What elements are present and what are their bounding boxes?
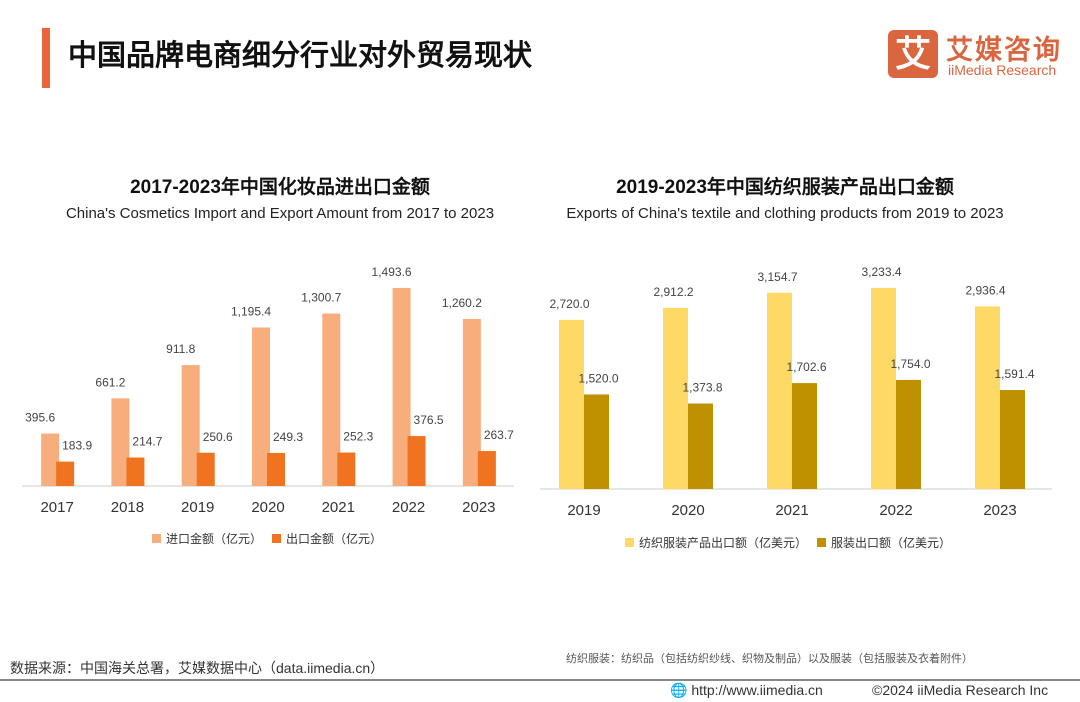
- website-link[interactable]: 🌐 http://www.iimedia.cn: [670, 682, 823, 699]
- data-label: 1,702.6: [786, 360, 826, 374]
- data-label: 1,493.6: [372, 265, 412, 279]
- data-label: 263.7: [484, 428, 514, 442]
- logo-text-en: iiMedia Research: [948, 62, 1057, 78]
- x-tick-label: 2019: [181, 499, 214, 516]
- bar-s2: [896, 379, 921, 489]
- copyright: ©2024 iiMedia Research Inc: [872, 682, 1049, 698]
- data-label: 1,591.4: [994, 367, 1034, 381]
- legend-swatch: [625, 538, 634, 547]
- data-label: 911.8: [166, 342, 195, 356]
- bar-s2: [688, 403, 713, 489]
- data-label: 2,912.2: [653, 285, 693, 299]
- x-tick-label: 2018: [111, 499, 144, 516]
- data-label: 214.7: [132, 435, 162, 449]
- data-label: 3,233.4: [861, 265, 901, 279]
- data-label: 395.6: [25, 411, 55, 425]
- legend-swatch: [152, 534, 161, 543]
- x-tick-label: 2022: [392, 499, 425, 516]
- data-label: 1,260.2: [442, 296, 482, 310]
- title-accent-bar: [42, 28, 50, 88]
- website-url: http://www.iimedia.cn: [691, 682, 823, 698]
- data-label: 252.3: [343, 430, 373, 444]
- data-label: 1,195.4: [231, 304, 271, 318]
- bar-s2: [584, 394, 609, 489]
- data-label: 661.2: [95, 375, 125, 389]
- bar-s2: [196, 452, 215, 486]
- chart2-title: 2019-2023年中国纺织服装产品出口金额: [616, 177, 954, 198]
- bar-s2: [477, 451, 496, 486]
- chart1-subtitle: China's Cosmetics Import and Export Amou…: [65, 205, 495, 222]
- x-tick-label: 2021: [775, 502, 808, 519]
- bar-s1: [392, 287, 411, 486]
- bar-s1: [111, 398, 130, 486]
- bar-s2: [337, 452, 356, 486]
- bar-s1: [322, 313, 341, 486]
- textile-definition-note: 纺织服装：纺织品（包括纺织纱线、织物及制品）以及服装（包括服装及衣着附件）: [566, 653, 973, 665]
- data-label: 1,754.0: [890, 357, 930, 371]
- globe-icon: 🌐: [670, 682, 688, 698]
- footer-divider: [0, 679, 1080, 681]
- logo-icon: 艾: [888, 30, 938, 78]
- page-title: 中国品牌电商细分行业对外贸易现状: [68, 40, 533, 72]
- legend-swatch: [272, 534, 281, 543]
- data-label: 1,300.7: [301, 291, 341, 305]
- data-label: 250.6: [203, 430, 233, 444]
- legend-label: 服装出口额（亿美元）: [831, 535, 951, 550]
- logo-text-cn: 艾媒咨询: [946, 35, 1062, 65]
- bar-s1: [559, 319, 584, 489]
- data-label: 1,373.8: [682, 381, 722, 395]
- bar-s2: [56, 461, 75, 486]
- source-note: 数据来源：中国海关总署，艾媒数据中心（data.iimedia.cn）: [10, 660, 385, 676]
- bar-s2: [407, 436, 426, 486]
- x-tick-label: 2023: [983, 502, 1016, 519]
- legend-label: 进口金额（亿元）: [166, 531, 262, 546]
- legend-label: 出口金额（亿元）: [286, 531, 382, 546]
- bar-s1: [462, 318, 481, 486]
- chart2-textile: 2019 2,720.0 1,520.0 2020 2,912.2 1,373.8 2021…: [540, 265, 1052, 550]
- x-tick-label: 2017: [40, 499, 73, 516]
- bar-s1: [41, 433, 60, 486]
- data-label: 1,520.0: [578, 371, 618, 385]
- x-tick-label: 2021: [322, 499, 355, 516]
- bar-s1: [871, 287, 896, 489]
- bar-s1: [181, 365, 200, 486]
- x-tick-label: 2020: [671, 502, 704, 519]
- bar-s1: [767, 292, 792, 489]
- x-tick-label: 2020: [251, 499, 284, 516]
- bar-s1: [252, 327, 270, 486]
- data-label: 249.3: [273, 430, 303, 444]
- x-tick-label: 2022: [879, 502, 912, 519]
- data-label: 183.9: [62, 439, 92, 453]
- legend-swatch: [817, 538, 826, 547]
- chart2-subtitle: Exports of China's textile and clothing …: [566, 205, 1004, 222]
- data-label: 2,720.0: [549, 297, 589, 311]
- bar-s2: [126, 457, 145, 486]
- bar-s1: [663, 307, 688, 489]
- data-label: 376.5: [414, 413, 444, 427]
- bar-s1: [975, 306, 1000, 489]
- bar-s2: [267, 452, 285, 486]
- data-label: 2,936.4: [965, 283, 1005, 297]
- bar-s2: [1000, 390, 1025, 489]
- legend-label: 纺织服装产品出口额（亿美元）: [639, 535, 807, 550]
- chart1-title: 2017-2023年中国化妆品进出口金额: [130, 177, 430, 198]
- chart1-cosmetics: 2017 395.6 183.9 2018 661.2 214.7 2019 911.8 250…: [22, 265, 514, 546]
- bar-s2: [792, 383, 817, 489]
- x-tick-label: 2023: [462, 499, 495, 516]
- x-tick-label: 2019: [567, 502, 600, 519]
- data-label: 3,154.7: [757, 270, 797, 284]
